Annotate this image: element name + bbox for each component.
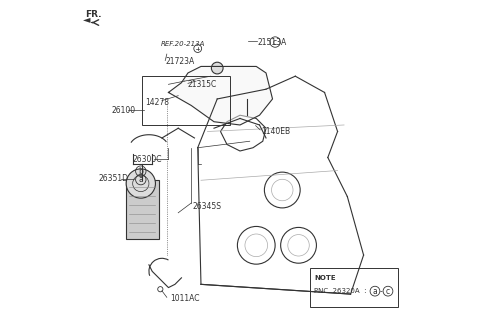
Text: c: c (386, 287, 390, 296)
Text: -: - (380, 287, 383, 296)
Text: PNC  26320A  :: PNC 26320A : (314, 288, 367, 294)
Text: NOTE: NOTE (314, 275, 336, 280)
Text: 21315C: 21315C (188, 80, 217, 89)
Bar (126, 180, 159, 239)
Text: 26100: 26100 (111, 106, 136, 115)
Text: b: b (138, 167, 143, 176)
Text: REF.20-213A: REF.20-213A (160, 41, 204, 47)
Text: 26351D: 26351D (98, 174, 129, 183)
Text: 21513A: 21513A (258, 37, 287, 47)
Text: ◄: ◄ (84, 14, 91, 24)
Text: 1140EB: 1140EB (261, 127, 290, 136)
Text: 21723A: 21723A (165, 57, 194, 66)
Text: a: a (372, 287, 377, 296)
Circle shape (211, 62, 223, 74)
Text: a: a (138, 175, 143, 184)
Text: 1011AC: 1011AC (170, 295, 200, 303)
Text: 26345S: 26345S (193, 202, 222, 211)
Polygon shape (168, 67, 273, 125)
Circle shape (126, 169, 156, 198)
Text: FR.: FR. (85, 10, 102, 19)
Text: 14278: 14278 (146, 98, 170, 107)
Text: c: c (273, 37, 277, 47)
Bar (143, 76, 230, 125)
Text: 26300C: 26300C (132, 154, 162, 164)
